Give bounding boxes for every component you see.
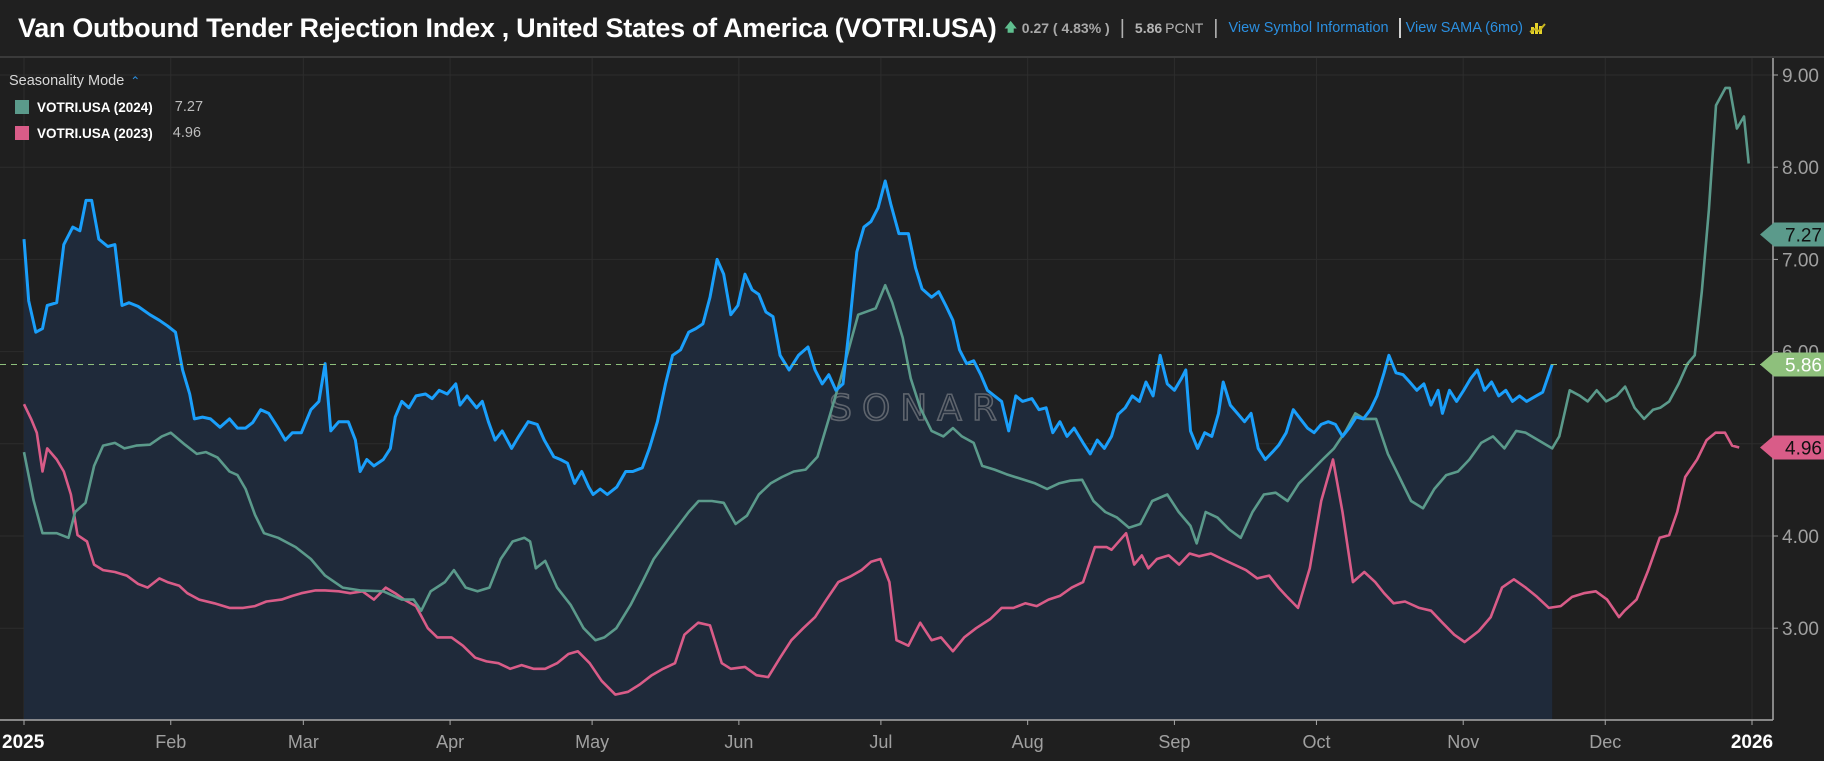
unit-label: PCNT [1165,20,1204,36]
y-tick-label: 7.00 [1782,250,1819,271]
legend-value: 7.27 [174,99,204,115]
x-tick-label: Jul [869,732,892,752]
legend-name: VOTRI.USA (2023) [37,125,153,141]
view-sama-link[interactable]: View SAMA (6mo) [1405,20,1523,36]
view-symbol-information-link[interactable]: View Symbol Information [1228,20,1389,36]
arrow-up-icon: 🡅 [1004,19,1017,34]
legend-swatch [15,126,29,140]
legend-item-2024[interactable]: VOTRI.USA (2024) 7.27 [15,99,203,115]
x-tick-label: Sep [1158,732,1190,752]
change-value: 0.27 ( 4.83% ) [1021,20,1110,36]
seasonality-mode-label: Seasonality Mode [9,73,125,89]
last-value: 5.86 [1134,20,1163,36]
separator-bar [1398,18,1401,38]
legend-swatch [15,100,29,114]
x-tick-label: Jun [724,732,753,752]
x-tick-label: Oct [1302,732,1330,752]
price-label-s2024: 7.27 [1785,226,1822,247]
price-label-last_line: 5.86 [1785,356,1822,377]
main-series-area [24,181,1553,720]
sama-chart-icon[interactable] [1529,20,1547,36]
separator: | [1119,16,1125,39]
chart-header: Van Outbound Tender Rejection Index , Un… [0,0,1824,58]
y-tick-label: 9.00 [1782,66,1819,87]
x-tick-label: May [575,732,609,752]
price-label-bg [1760,435,1824,460]
x-tick-label: Nov [1447,732,1479,752]
x-tick-label: Aug [1012,732,1044,752]
x-tick-label: Mar [288,732,319,752]
legend: Seasonality Mode ⌃ VOTRI.USA (2024) 7.27… [9,73,203,141]
price-label-bg [1760,222,1824,247]
x-tick-label: 2025 [2,732,45,753]
change-readout: 🡅 0.27 ( 4.83% ) [1004,18,1109,39]
watermark: SONAR [829,388,1007,429]
legend-value: 4.96 [172,125,202,141]
chart-title: Van Outbound Tender Rejection Index , Un… [18,12,997,43]
series-line-s2024[interactable] [22,86,1750,642]
x-tick-label: Apr [436,732,464,752]
series-line-main[interactable] [22,179,1554,496]
seasonality-mode-toggle[interactable]: Seasonality Mode ⌃ [9,73,203,89]
series-line-s2023[interactable] [22,403,1740,696]
chevron-up-icon[interactable]: ⌃ [130,74,141,88]
y-tick-label: 3.00 [1782,619,1819,640]
x-tick-label: Dec [1589,732,1621,752]
x-tick-label: 2026 [1731,732,1773,753]
separator: | [1213,16,1219,39]
y-tick-label: 4.00 [1782,527,1819,548]
y-tick-label: 8.00 [1782,158,1819,179]
legend-name: VOTRI.USA (2024) [37,99,153,115]
price-label-bg [1760,352,1824,377]
legend-item-2023[interactable]: VOTRI.USA (2023) 4.96 [15,125,203,141]
x-tick-label: Feb [155,732,186,752]
price-label-s2023: 4.96 [1785,438,1822,459]
